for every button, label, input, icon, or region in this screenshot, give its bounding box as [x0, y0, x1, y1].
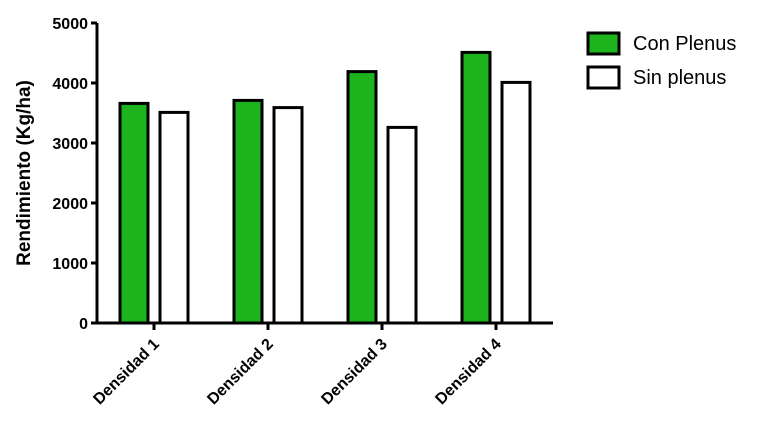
bar-sin-plenus — [272, 106, 304, 325]
x-tick-label: Densidad 3 — [318, 336, 390, 408]
bar-con-plenus — [346, 70, 378, 325]
y-tick-label: 4000 — [52, 76, 88, 93]
bar-sin-plenus — [386, 125, 418, 325]
y-tick-label: 5000 — [52, 16, 88, 33]
legend: Con Plenus Sin plenus — [586, 31, 736, 90]
legend-swatch — [586, 31, 621, 56]
bar-con-plenus — [460, 50, 492, 325]
y-axis-title: Rendimiento (Kg/ha) — [14, 80, 35, 266]
x-tick-label: Densidad 4 — [432, 336, 504, 408]
legend-swatch — [586, 65, 621, 90]
bar-con-plenus — [232, 98, 264, 325]
bar-sin-plenus — [158, 110, 190, 325]
y-tick-label: 2000 — [52, 196, 88, 213]
bars — [118, 50, 532, 325]
bar-sin-plenus — [500, 80, 532, 325]
x-tick-label: Densidad 1 — [90, 336, 162, 408]
legend-label: Con Plenus — [633, 33, 736, 55]
x-axis: Densidad 1 Densidad 2 Densidad 3 Densidad 4 — [90, 321, 553, 408]
y-tick-label: 3000 — [52, 136, 88, 153]
y-tick-label: 1000 — [52, 256, 88, 273]
y-tick-label: 0 — [79, 316, 88, 333]
legend-label: Sin plenus — [633, 67, 726, 89]
x-tick-label: Densidad 2 — [204, 336, 276, 408]
y-axis: 0 1000 2000 3000 4000 5000 — [52, 16, 99, 333]
bar-con-plenus — [118, 101, 150, 325]
